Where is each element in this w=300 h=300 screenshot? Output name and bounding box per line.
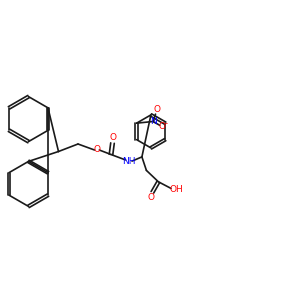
Text: O: O	[159, 122, 166, 131]
Text: O: O	[154, 106, 160, 115]
Text: -: -	[164, 119, 167, 128]
Text: O: O	[109, 133, 116, 142]
Text: N: N	[150, 117, 157, 126]
Text: O: O	[148, 193, 155, 202]
Text: OH: OH	[169, 185, 183, 194]
Text: NH: NH	[122, 157, 136, 166]
Text: O: O	[93, 146, 100, 154]
